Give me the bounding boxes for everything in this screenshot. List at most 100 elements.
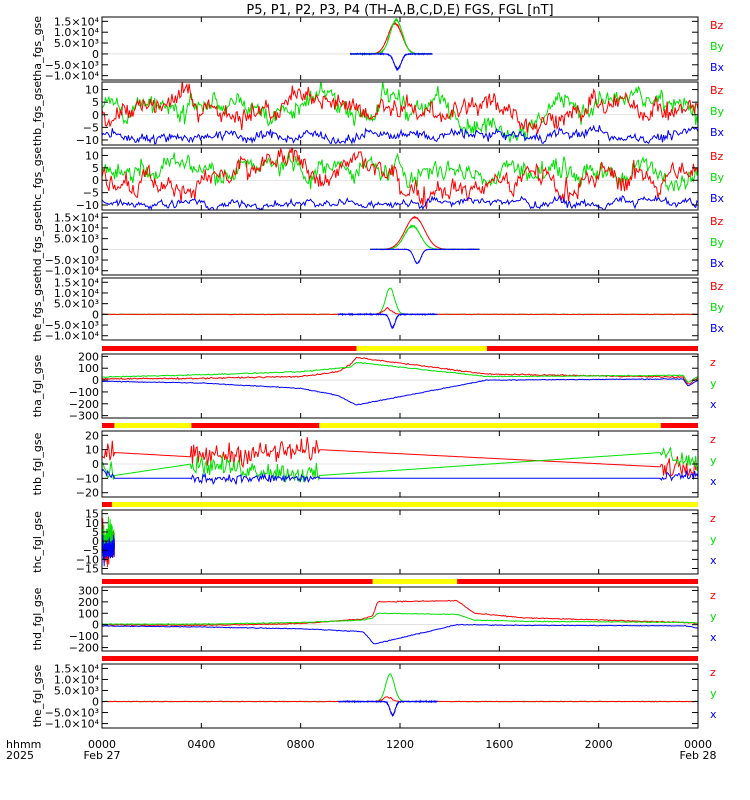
y-tick-label: −1.0×10⁴ <box>45 330 100 343</box>
series-line-y <box>102 612 698 626</box>
mode-bar-segment-8-0 <box>102 579 373 584</box>
panel-frame <box>101 663 699 729</box>
time-axis-label-year: 2025 <box>6 749 34 762</box>
panel-the_fgs_gse: 1.5×10⁴1.0×10⁴5.0×10³0−5.0×10³−1.0×10⁴th… <box>31 276 725 343</box>
y-axis-label: thd_fgl_gse <box>31 587 44 650</box>
y-tick-label: 0 <box>92 109 99 122</box>
x-tick-date: Feb 28 <box>680 749 717 762</box>
y-tick-label: 5 <box>92 162 99 175</box>
series-line-x <box>102 534 115 567</box>
mode-bar-segment-6-0 <box>102 423 115 428</box>
x-tick-label: 1600 <box>485 738 513 751</box>
series-line-y <box>102 151 698 193</box>
series-line-x <box>102 623 698 645</box>
legend-label-z: Bz <box>710 19 724 32</box>
y-tick-label: −300 <box>69 410 99 423</box>
panel-frame <box>101 353 699 419</box>
series-line-x <box>102 124 698 145</box>
series-line-x <box>369 248 480 265</box>
y-tick-label: 100 <box>78 607 99 620</box>
series-line-y <box>102 447 698 483</box>
y-tick-label: 10 <box>85 517 99 530</box>
legend-label-z: Bz <box>710 215 724 228</box>
panel-frame <box>101 212 699 276</box>
x-tick-label: 2000 <box>585 738 613 751</box>
legend-label-x: Bx <box>710 257 725 270</box>
x-tick-date: Feb 27 <box>84 749 121 762</box>
panel-thb_fgl_gse: 20 100−10 −20 thb_fgl_gse zyx <box>31 423 717 500</box>
y-axis-label: thb_fgl_gse <box>31 432 44 495</box>
y-tick-label: −1.0×10⁴ <box>45 70 100 83</box>
legend-label-z: Bz <box>710 280 724 293</box>
mode-bar-segment-6-1 <box>114 423 192 428</box>
y-tick-label: 1.5×10⁴ <box>54 15 100 28</box>
y-tick-label: 5 <box>92 96 99 109</box>
time-axis-label-hhmm: hhmm <box>6 738 41 751</box>
legend-label-y: y <box>710 533 717 546</box>
legend-label-z: z <box>710 433 716 446</box>
y-tick-label: −5 <box>83 544 99 557</box>
y-tick-label: −200 <box>69 642 99 655</box>
legend-label-z: Bz <box>710 150 724 163</box>
y-tick-label: −10 <box>76 199 99 212</box>
y-tick-label: 5.0×10³ <box>54 233 99 246</box>
y-tick-label: −5.0×10³ <box>45 254 99 267</box>
y-tick-label: 5.0×10³ <box>54 37 99 50</box>
y-tick-label: 15 <box>85 508 99 521</box>
legend-label-x: Bx <box>710 322 725 335</box>
y-tick-label: 1.5×10⁴ <box>54 662 100 675</box>
mode-bar-segment-9-0 <box>102 656 698 661</box>
mode-bar-segment-8-1 <box>372 579 458 584</box>
legend-label-y: By <box>710 301 725 314</box>
legend-label-x: Bx <box>710 61 725 74</box>
y-tick-label: −200 <box>69 398 99 411</box>
series-line-y <box>102 82 698 143</box>
y-tick-label: 0 <box>92 458 99 471</box>
y-tick-label: 1.0×10⁴ <box>54 287 100 300</box>
y-tick-label: 1.0×10⁴ <box>54 222 100 235</box>
series-line-y <box>102 516 115 559</box>
series-line-y <box>102 673 698 703</box>
y-tick-label: 5.0×10³ <box>54 684 99 697</box>
mode-bar-segment-5-1 <box>356 346 487 351</box>
series-line-y <box>102 361 698 383</box>
series-line-z <box>102 599 698 627</box>
y-tick-label: 300 <box>78 584 99 597</box>
x-tick-label: 0000 <box>684 738 712 751</box>
y-tick-label: 10 <box>85 444 99 457</box>
y-tick-label: 0 <box>92 535 99 548</box>
y-tick-label: −15 <box>76 563 99 576</box>
y-axis-label: thc_fgs_gse <box>31 147 44 212</box>
series-line-y <box>349 17 433 56</box>
series-line-z <box>102 148 698 209</box>
mode-bar-segment-5-0 <box>102 346 357 351</box>
x-tick-label: 0400 <box>187 738 215 751</box>
y-tick-label: 0 <box>92 174 99 187</box>
mode-bar-segment-6-3 <box>319 423 661 428</box>
legend-label-y: y <box>710 454 717 467</box>
y-axis-label: the_fgl_gse <box>31 665 44 728</box>
y-axis-label: tha_fgl_gse <box>31 355 44 418</box>
legend-label-z: z <box>710 512 716 525</box>
y-tick-label: 200 <box>78 596 99 609</box>
series-line-x <box>102 468 698 485</box>
y-axis-label: thc_fgl_gse <box>31 511 44 573</box>
y-tick-label: −5.0×10³ <box>45 59 99 72</box>
y-axis-label: thb_fgs_gse <box>31 81 44 147</box>
y-tick-label: 1.0×10⁴ <box>54 26 100 39</box>
mode-bar-segment-8-2 <box>457 579 698 584</box>
y-tick-label: −5 <box>83 187 99 200</box>
y-tick-label: 1.5×10⁴ <box>54 276 100 289</box>
mode-bar-segment-5-2 <box>486 346 698 351</box>
legend-label-x: Bx <box>710 126 725 139</box>
mode-bar-segment-7-1 <box>111 502 698 507</box>
series-line-x <box>337 699 438 718</box>
y-tick-label: −100 <box>69 386 99 399</box>
y-tick-label: 0 <box>92 696 99 709</box>
